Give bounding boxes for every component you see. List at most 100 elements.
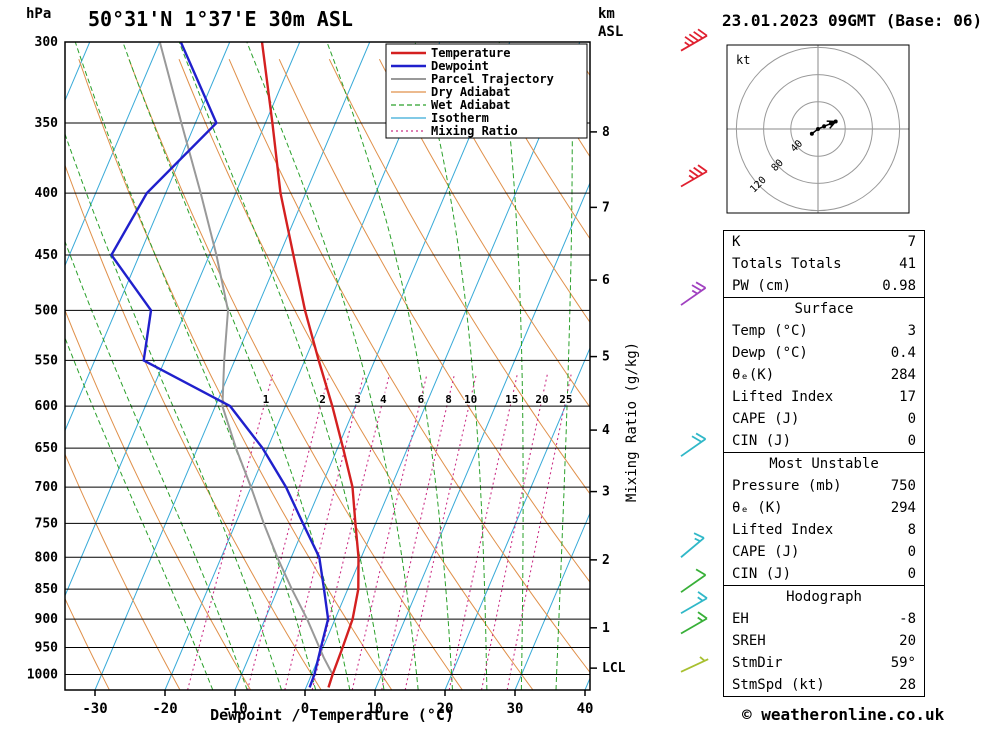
- stat-value: 28: [899, 677, 916, 693]
- wind-barb: [680, 432, 707, 457]
- stat-value: 7: [907, 234, 916, 250]
- stats-section-title: Hodograph: [786, 589, 862, 605]
- km-ticks: 8 7 6 5 4 3 2 1 LCL: [590, 125, 626, 676]
- stat-row: Temp (°C) 3: [724, 320, 924, 342]
- stat-row: θₑ(K) 284: [724, 364, 924, 386]
- parcel-trajectory-curve: [158, 42, 334, 688]
- stat-row: EH -8: [724, 608, 924, 630]
- stat-label: Lifted Index: [732, 389, 834, 405]
- km-tick-label: 2: [602, 553, 610, 568]
- mixing-ratio-axis-label: Mixing Ratio (g/kg): [624, 342, 640, 502]
- mixing-ratio-label: 15: [505, 393, 518, 406]
- stat-row: Lifted Index 17: [724, 386, 924, 408]
- temperature-curve: [260, 42, 360, 688]
- stat-value: -8: [899, 611, 916, 627]
- legend-box: [385, 43, 588, 139]
- pressure-tick-label: 600: [35, 399, 59, 414]
- sounding-curves: [109, 42, 360, 688]
- stat-value: 3: [907, 323, 916, 339]
- km-tick-label: 4: [602, 423, 610, 438]
- mixing-ratio-label: 2: [319, 393, 326, 406]
- pressure-tick-label: 1000: [27, 667, 58, 682]
- pressure-tick-label: 650: [35, 441, 59, 456]
- mixing-ratio-label: 6: [418, 393, 425, 406]
- stat-label: CIN (J): [732, 433, 792, 449]
- mixing-ratio-label: 10: [464, 393, 477, 406]
- skewt-grid: [65, 42, 590, 690]
- wind-barbs: [680, 28, 709, 673]
- stat-label: θₑ (K): [732, 500, 783, 516]
- wind-barb: [680, 164, 708, 188]
- pressure-tick-label: 400: [35, 186, 59, 201]
- stat-row: StmDir 59°: [724, 652, 924, 674]
- stat-label: StmSpd (kt): [732, 677, 825, 693]
- stats-section-indices: K 7 Totals Totals 41 PW (cm) 0.98: [723, 230, 925, 298]
- legend-label: Mixing Ratio: [431, 124, 518, 138]
- stat-label: Totals Totals: [732, 256, 842, 272]
- pressure-tick-label: 850: [35, 582, 59, 597]
- wind-barb: [680, 532, 705, 558]
- stat-label: CAPE (J): [732, 411, 800, 427]
- legend-label: Isotherm: [431, 111, 489, 125]
- mixing-ratio-label: 8: [445, 393, 452, 406]
- pressure-tick-label: 700: [35, 480, 59, 495]
- stat-label: K: [732, 234, 741, 250]
- pressure-tick-label: 550: [35, 353, 59, 368]
- wet-adiabat-lines: [65, 42, 573, 690]
- stat-value: 0: [907, 433, 916, 449]
- x-tick-label: -10: [222, 701, 247, 717]
- hodograph-point: [822, 124, 827, 129]
- stat-value: 0.4: [890, 345, 916, 361]
- stat-row: Lifted Index 8: [724, 519, 924, 541]
- stat-label: Dewp (°C): [732, 345, 808, 361]
- stat-value: 20: [899, 633, 916, 649]
- x-axis-label: Dewpoint / Temperature (°C): [210, 706, 454, 724]
- pressure-tick-label: 300: [35, 35, 59, 50]
- hodograph-unit-label: kt: [736, 53, 750, 67]
- km-tick-label: 1: [602, 621, 610, 636]
- stats-section-title: Surface: [794, 301, 854, 317]
- mixing-ratio-label: 20: [535, 393, 548, 406]
- pressure-tick-label: 750: [35, 516, 59, 531]
- stat-label: EH: [732, 611, 749, 627]
- stat-value: 750: [890, 478, 916, 494]
- stat-row: CAPE (J) 0: [724, 541, 924, 563]
- pressure-tick-label: 350: [35, 116, 59, 131]
- stat-row: Dewp (°C) 0.4: [724, 342, 924, 364]
- stat-label: θₑ(K): [732, 367, 775, 383]
- legend-label: Wet Adiabat: [431, 98, 510, 112]
- stat-row: CIN (J) 0: [724, 563, 924, 585]
- mixing-ratio-label: 25: [559, 393, 572, 406]
- stat-row: StmSpd (kt) 28: [724, 674, 924, 696]
- wind-barb: [680, 656, 709, 673]
- pressure-tick-label: 500: [35, 303, 59, 318]
- legend-label: Temperature: [431, 46, 510, 60]
- km-tick-label: 6: [602, 273, 610, 288]
- x-tick-label: -30: [82, 701, 107, 717]
- x-tick-label: 10: [367, 701, 384, 717]
- legend-label: Parcel Trajectory: [431, 72, 554, 86]
- hodograph-point: [809, 131, 814, 136]
- pressure-tick-label: 900: [35, 612, 59, 627]
- stats-section-surface: Surface Temp (°C) 3 Dewp (°C) 0.4 θₑ(K) 284 Lif…: [723, 297, 925, 453]
- stat-label: StmDir: [732, 655, 783, 671]
- x-tick-label: 40: [577, 701, 594, 717]
- wind-barb: [680, 281, 707, 306]
- wind-barb: [680, 591, 708, 615]
- wind-barb: [680, 611, 708, 635]
- hodograph-ring: [763, 74, 873, 184]
- stat-value: 0: [907, 411, 916, 427]
- dry-adiabat-lines: [65, 58, 590, 690]
- hodograph-border: [726, 44, 910, 214]
- stat-value: 8: [907, 522, 916, 538]
- mixing-ratio-label: 4: [380, 393, 387, 406]
- x-tick-label: 20: [437, 701, 454, 717]
- wind-barb: [680, 568, 707, 593]
- dewpoint-curve: [109, 42, 330, 688]
- km-tick-label: 7: [602, 200, 610, 215]
- stat-row: CAPE (J) 0: [724, 408, 924, 430]
- x-tick-label: 0: [301, 701, 309, 717]
- legend-label: Dewpoint: [431, 59, 489, 73]
